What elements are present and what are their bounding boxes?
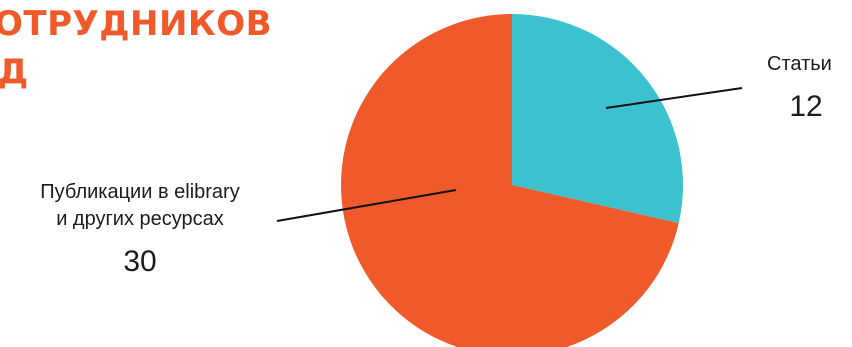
- leader-line-articles: [605, 87, 743, 109]
- slice-value-articles: 12: [789, 90, 822, 123]
- leader-line-publications: [276, 189, 457, 222]
- slice-value-publications: 30: [123, 245, 156, 278]
- pie-slice-articles: [512, 14, 683, 224]
- page-title-line-2: Д: [0, 52, 29, 92]
- slice-label-articles: Статьи: [767, 53, 832, 75]
- pie-slice-publications: [341, 14, 679, 347]
- slice-label-publications-line-1: Публикации в elibrary: [40, 181, 239, 203]
- slice-label-publications-line-2: и других ресурсах: [56, 208, 224, 230]
- pie-slices: [341, 14, 683, 347]
- page-title-line-1: ОТРУДНИКОВ: [0, 4, 273, 44]
